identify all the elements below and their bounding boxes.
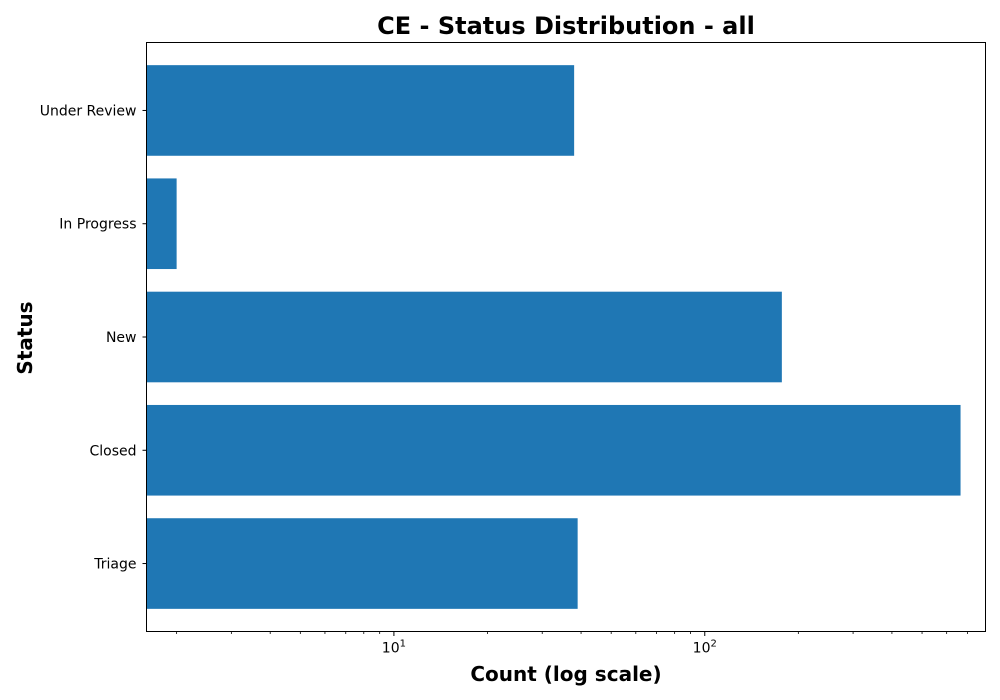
y-tick-label-closed: Closed: [89, 443, 136, 459]
x-tick-label: 101: [382, 639, 406, 657]
bar-under-review: [146, 65, 575, 156]
y-tick-label-triage: Triage: [93, 557, 136, 573]
chart-title: CE - Status Distribution - all: [377, 12, 755, 40]
bars-layer: [146, 65, 961, 609]
bar-in-progress: [146, 178, 177, 270]
y-tick-label-in-progress: In Progress: [59, 217, 136, 233]
bar-new: [146, 291, 782, 383]
x-axis-label: Count (log scale): [470, 662, 661, 686]
y-ticks: Triage Closed New In Progress Under Review: [40, 103, 147, 573]
bar-closed: [146, 404, 961, 496]
y-axis-label: Status: [13, 301, 37, 374]
y-tick-label-new: New: [106, 330, 137, 346]
bar-triage: [146, 518, 578, 609]
x-tick-label: 102: [693, 639, 717, 657]
y-tick-label-under-review: Under Review: [40, 103, 137, 119]
plot-frame: [146, 42, 986, 632]
x-ticks: 101 102: [176, 631, 968, 657]
